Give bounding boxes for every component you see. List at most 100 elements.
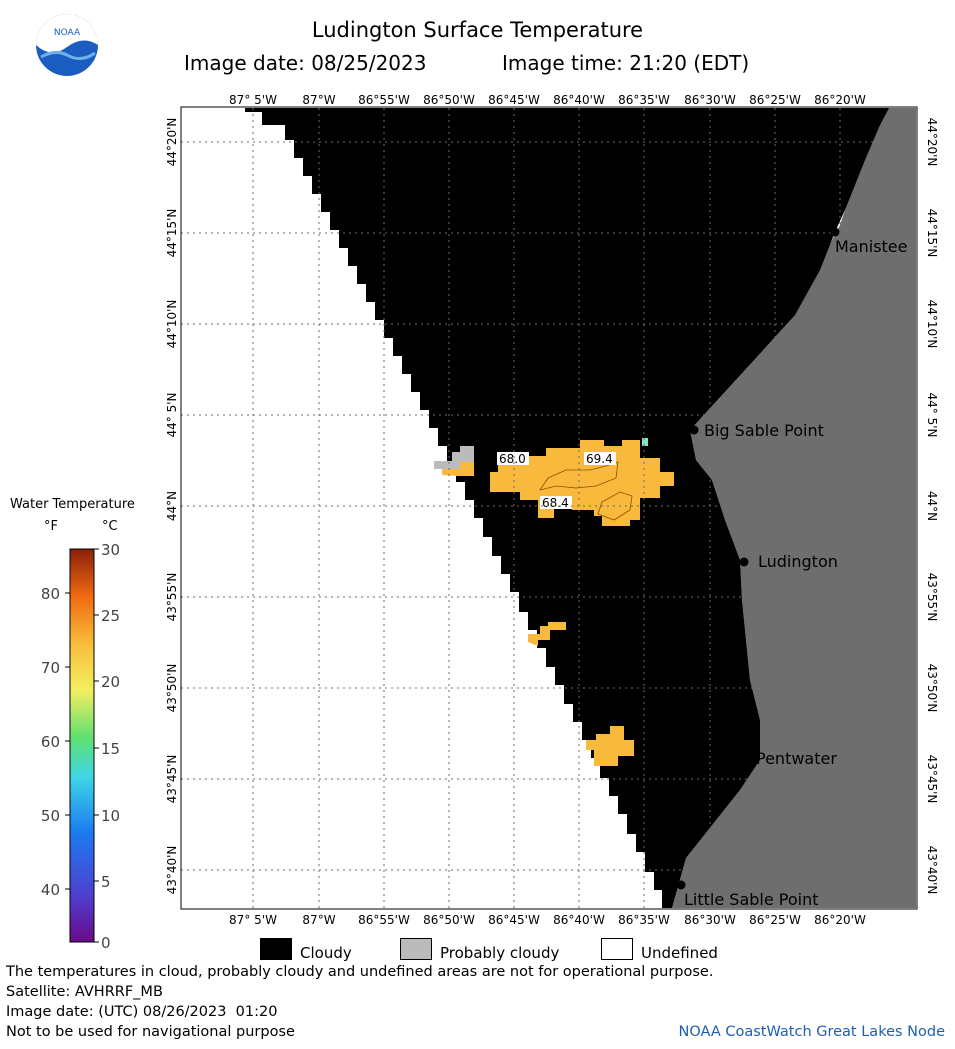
svg-text:44°10'N: 44°10'N bbox=[165, 300, 179, 349]
svg-text:50: 50 bbox=[41, 807, 60, 825]
image-time: Image time: 21:20 (EDT) bbox=[502, 51, 750, 75]
city-label-ludington: Ludington bbox=[758, 552, 838, 571]
svg-text:87°W: 87°W bbox=[302, 913, 335, 927]
water-temp-patch bbox=[442, 462, 474, 476]
land-area bbox=[672, 108, 916, 908]
svg-text:40: 40 bbox=[41, 881, 60, 899]
svg-text:43°45'N: 43°45'N bbox=[925, 755, 939, 804]
svg-text:86°55'W: 86°55'W bbox=[358, 913, 410, 927]
svg-text:70: 70 bbox=[41, 659, 60, 677]
svg-text:86°20'W: 86°20'W bbox=[814, 913, 866, 927]
svg-text:43°50'N: 43°50'N bbox=[925, 664, 939, 713]
fahrenheit-ticks: 80 70 60 50 40 bbox=[41, 585, 60, 899]
city-markers: Manistee Big Sable Point Ludington Pentw… bbox=[676, 227, 908, 909]
svg-text:86°30'W: 86°30'W bbox=[684, 93, 736, 107]
lon-labels-top: 87° 5'W 87°W 86°55'W 86°50'W 86°45'W 86°… bbox=[229, 93, 866, 107]
color-bar-ticks bbox=[65, 548, 99, 943]
svg-text:43°45'N: 43°45'N bbox=[165, 755, 179, 804]
noaa-logo: NOAA bbox=[36, 14, 98, 76]
undefined-label: Undefined bbox=[641, 944, 718, 962]
city-label-manistee: Manistee bbox=[835, 237, 908, 256]
svg-text:86°35'W: 86°35'W bbox=[618, 913, 670, 927]
svg-text:44°20'N: 44°20'N bbox=[165, 118, 179, 167]
svg-text:44°20'N: 44°20'N bbox=[925, 118, 939, 167]
temp-contour bbox=[597, 491, 633, 521]
contour-label: 68.0 bbox=[499, 452, 526, 466]
svg-text:44° 5'N: 44° 5'N bbox=[925, 393, 939, 438]
probably-cloudy-patch bbox=[434, 446, 474, 469]
cloudy-label: Cloudy bbox=[300, 944, 352, 962]
svg-text:44°N: 44°N bbox=[165, 491, 179, 521]
svg-text:20: 20 bbox=[101, 673, 120, 691]
svg-text:10: 10 bbox=[101, 807, 120, 825]
svg-text:87°W: 87°W bbox=[302, 93, 335, 107]
svg-text:86°40'W: 86°40'W bbox=[553, 93, 605, 107]
map-frame bbox=[180, 106, 918, 910]
temp-contour bbox=[539, 461, 619, 491]
svg-text:30: 30 bbox=[101, 541, 120, 559]
city-label-little-sable-point: Little Sable Point bbox=[684, 890, 819, 909]
svg-text:25: 25 bbox=[101, 607, 120, 625]
lon-labels-bottom: 87° 5'W 87°W 86°55'W 86°50'W 86°45'W 86°… bbox=[229, 913, 866, 927]
city-label-pentwater: Pentwater bbox=[756, 749, 837, 768]
logo-text: NOAA bbox=[54, 28, 81, 38]
svg-text:43°55'N: 43°55'N bbox=[925, 573, 939, 622]
svg-text:44° 5'N: 44° 5'N bbox=[165, 393, 179, 438]
svg-text:86°35'W: 86°35'W bbox=[618, 93, 670, 107]
svg-text:87° 5'W: 87° 5'W bbox=[229, 913, 277, 927]
svg-text:86°30'W: 86°30'W bbox=[684, 913, 736, 927]
legend-title: Water Temperature bbox=[10, 497, 135, 512]
svg-text:86°45'W: 86°45'W bbox=[488, 913, 540, 927]
navigation-warning: Not to be used for navigational purpose bbox=[6, 1024, 295, 1040]
svg-text:86°25'W: 86°25'W bbox=[749, 93, 801, 107]
svg-text:43°50'N: 43°50'N bbox=[165, 664, 179, 713]
svg-text:80: 80 bbox=[41, 585, 60, 603]
svg-text:60: 60 bbox=[41, 733, 60, 751]
svg-text:43°55'N: 43°55'N bbox=[165, 573, 179, 622]
svg-text:86°50'W: 86°50'W bbox=[423, 93, 475, 107]
water-temp-patch bbox=[528, 622, 566, 646]
svg-text:87° 5'W: 87° 5'W bbox=[229, 93, 277, 107]
svg-text:0: 0 bbox=[101, 934, 111, 952]
lat-labels-left: 44°20'N 44°15'N 44°10'N 44° 5'N 44°N 43°… bbox=[165, 118, 179, 895]
probably-cloudy-swatch bbox=[400, 938, 432, 960]
water-temp-patch bbox=[586, 726, 634, 766]
city-dot bbox=[739, 557, 749, 567]
city-dot bbox=[676, 880, 686, 890]
contour-label: 69.4 bbox=[586, 452, 613, 466]
svg-text:86°45'W: 86°45'W bbox=[488, 93, 540, 107]
cloudy-swatch bbox=[260, 938, 292, 960]
temperature-color-bar bbox=[69, 548, 95, 943]
map-title: Ludington Surface Temperature bbox=[311, 18, 644, 42]
legend-unit-f: °F bbox=[44, 519, 58, 534]
undefined-swatch bbox=[601, 938, 633, 960]
svg-text:44°15'N: 44°15'N bbox=[165, 209, 179, 258]
svg-text:5: 5 bbox=[101, 873, 111, 891]
svg-text:86°25'W: 86°25'W bbox=[749, 913, 801, 927]
svg-text:44°10'N: 44°10'N bbox=[925, 300, 939, 349]
contour-label: 68.4 bbox=[542, 496, 569, 510]
image-date: Image date: 08/25/2023 bbox=[184, 51, 427, 75]
svg-text:86°40'W: 86°40'W bbox=[553, 913, 605, 927]
svg-text:15: 15 bbox=[101, 740, 120, 758]
svg-text:43°40'N: 43°40'N bbox=[925, 846, 939, 895]
svg-text:86°50'W: 86°50'W bbox=[423, 913, 475, 927]
water-temp-patch bbox=[642, 438, 648, 446]
city-dot bbox=[739, 753, 749, 763]
graticule bbox=[181, 108, 916, 908]
svg-text:44°15'N: 44°15'N bbox=[925, 209, 939, 258]
city-dot bbox=[830, 227, 840, 237]
svg-text:44°N: 44°N bbox=[925, 491, 939, 521]
disclaimer-note: The temperatures in cloud, probably clou… bbox=[6, 964, 714, 980]
legend-unit-c: °C bbox=[102, 519, 118, 534]
celsius-ticks: 30 25 20 15 10 5 0 bbox=[101, 541, 120, 952]
utc-date: Image date: (UTC) 08/26/2023 01:20 bbox=[6, 1004, 278, 1020]
water-temp-patch bbox=[490, 440, 674, 526]
probably-cloudy-label: Probably cloudy bbox=[440, 944, 560, 962]
city-label-big-sable-point: Big Sable Point bbox=[704, 421, 824, 440]
svg-text:86°20'W: 86°20'W bbox=[814, 93, 866, 107]
lat-labels-right: 44°20'N 44°15'N 44°10'N 44° 5'N 44°N 43°… bbox=[925, 118, 939, 895]
svg-text:43°40'N: 43°40'N bbox=[165, 846, 179, 895]
satellite-label: Satellite: AVHRRF_MB bbox=[6, 984, 163, 1000]
